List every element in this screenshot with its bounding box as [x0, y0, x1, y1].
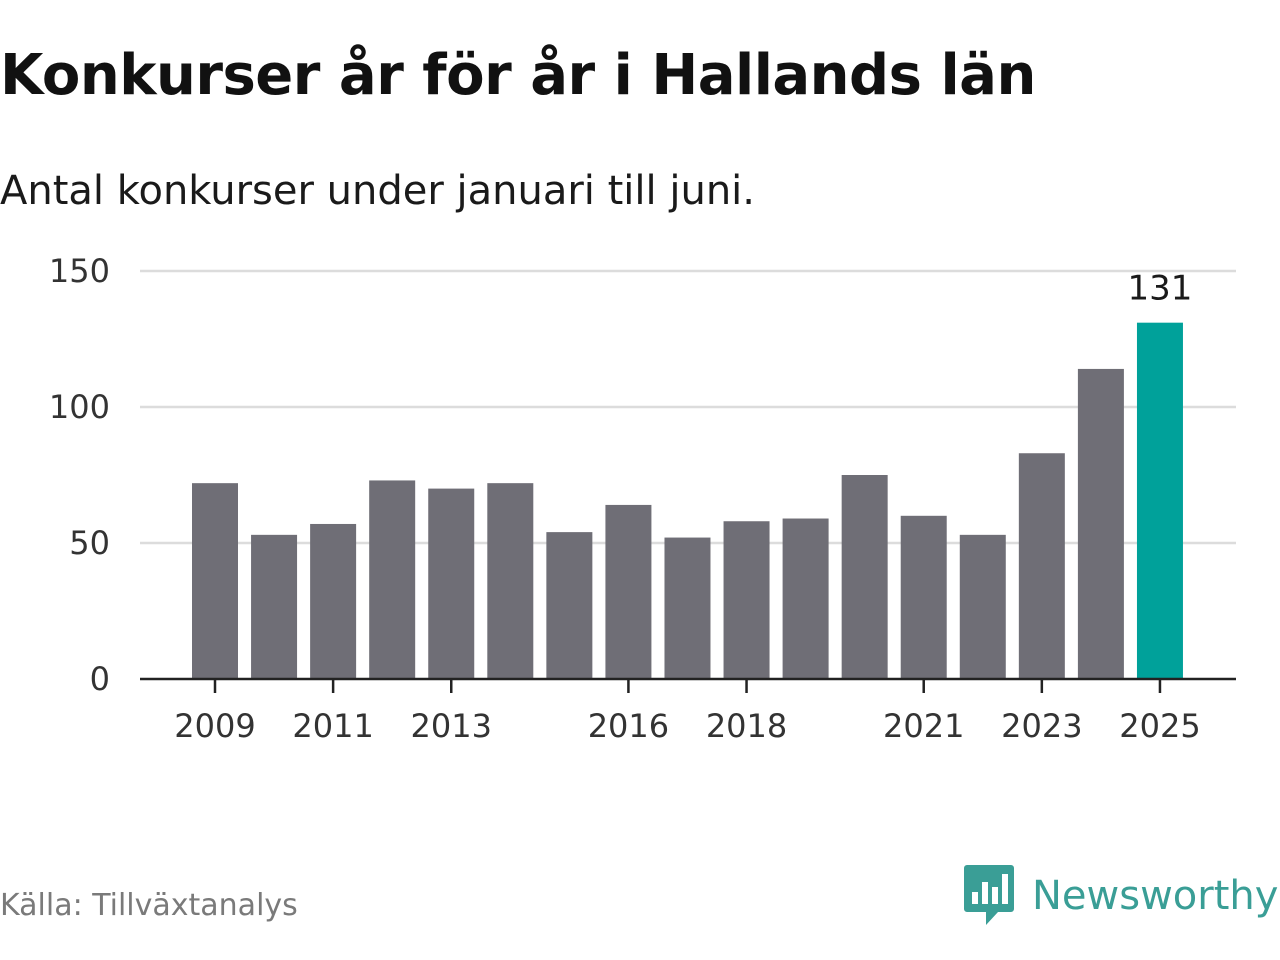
- y-tick-label: 100: [49, 388, 110, 426]
- bar-2025: [1136, 322, 1183, 679]
- bar-2021: [900, 515, 947, 679]
- bar-2009: [192, 483, 238, 679]
- bar-2014: [487, 483, 534, 679]
- data-labels: 131: [1128, 269, 1193, 309]
- bar-2018: [723, 521, 770, 679]
- brand-logo: Newsworthy: [964, 864, 1278, 928]
- bar-2012: [369, 480, 416, 679]
- bar-2011: [310, 523, 357, 679]
- newsworthy-bar-chart-logo-icon: [964, 865, 1014, 925]
- y-tick-label: 150: [49, 252, 110, 290]
- bar-2015: [546, 532, 593, 679]
- x-tick-label: 2018: [706, 707, 787, 745]
- bar-2020: [841, 475, 888, 679]
- x-tick-label: 2013: [411, 707, 492, 745]
- brand-name: Newsworthy: [1032, 873, 1279, 919]
- bar-2010: [251, 534, 298, 679]
- bar-2024: [1077, 368, 1124, 679]
- bar-2016: [605, 504, 652, 679]
- bar-2022: [959, 534, 1006, 679]
- x-tick-label: 2011: [292, 707, 373, 745]
- y-tick-label: 0: [90, 660, 110, 698]
- bar-2019: [782, 518, 829, 679]
- data-label-2025: 131: [1128, 269, 1193, 309]
- x-axis: [140, 677, 1236, 693]
- source-note: Källa: Tillväxtanalys: [0, 888, 298, 923]
- y-axis-tick-labels: 0 50 100 150: [49, 252, 110, 698]
- bar-2013: [428, 488, 475, 679]
- y-tick-label: 50: [69, 524, 110, 562]
- chart-title: Konkurser år för år i Hallands län: [0, 43, 1036, 108]
- bars: [192, 322, 1183, 679]
- x-tick-label: 2016: [588, 707, 669, 745]
- bar-2017: [664, 537, 711, 679]
- x-tick-label: 2023: [1001, 707, 1082, 745]
- x-tick-label: 2021: [883, 707, 964, 745]
- chart-subtitle: Antal konkurser under januari till juni.: [0, 168, 755, 214]
- x-tick-label: 2025: [1119, 707, 1200, 745]
- x-axis-tick-labels: 2009 2011 2013 2016 2018 2021 2023 2025: [174, 707, 1200, 745]
- x-tick-label: 2009: [174, 707, 255, 745]
- bar-2023: [1018, 453, 1065, 679]
- gridlines: [140, 269, 1236, 545]
